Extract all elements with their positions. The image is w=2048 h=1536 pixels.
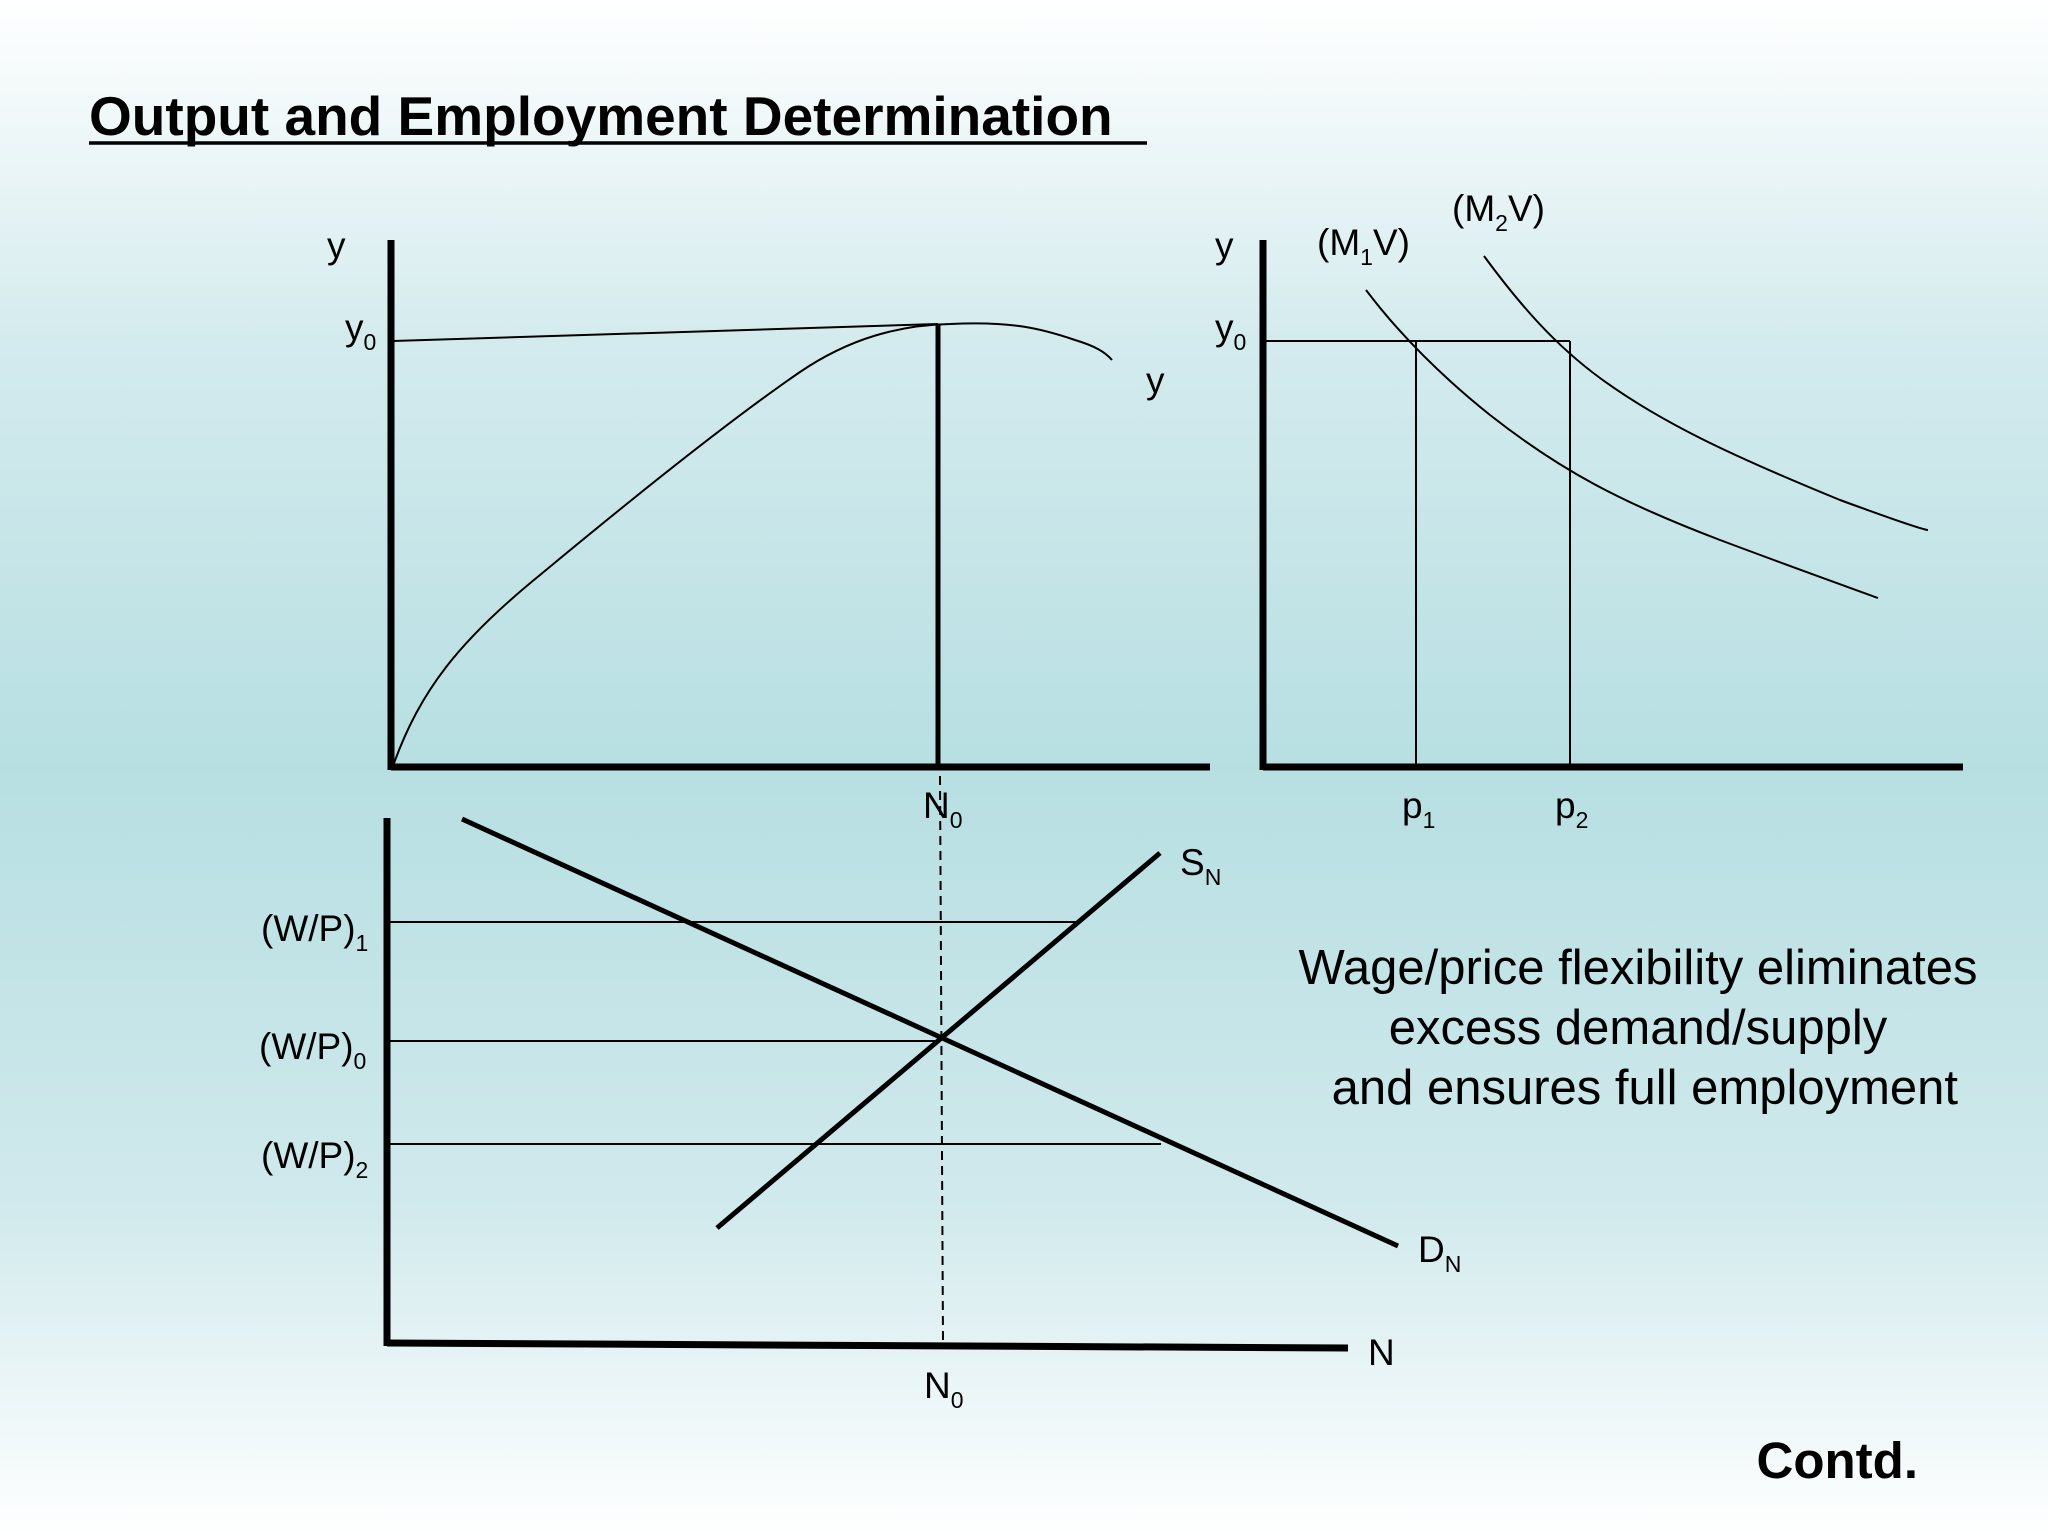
m1v-curve xyxy=(1365,289,1879,599)
money-panel: y y0 (M1V) (M2V) p1 p2 xyxy=(1215,188,1963,833)
production-function-curve xyxy=(392,322,1113,767)
contd-label: Contd. xyxy=(1757,1432,1918,1489)
y0-level-line xyxy=(392,323,939,342)
labor-panel: (W/P)1 (W/P)0 (W/P)2 SN DN N N0 xyxy=(259,775,1461,1413)
caption: Wage/price flexibility eliminates excess… xyxy=(1299,941,1978,1115)
labor-n0-label: N0 xyxy=(924,1365,964,1413)
money-y-axis-label: y xyxy=(1215,225,1234,266)
caption-line-3: and ensures full employment xyxy=(1318,1061,1958,1115)
slide-title: Output and Employment Determination xyxy=(89,85,1113,147)
labor-demand-line xyxy=(460,816,1400,1249)
wp2-label: (W/P)2 xyxy=(261,1135,368,1183)
production-y-axis-label: y xyxy=(327,225,346,266)
m2v-curve xyxy=(1483,255,1929,531)
production-y0-label: y0 xyxy=(345,307,376,355)
m1v-label: (M1V) xyxy=(1317,222,1410,270)
m2v-label: (M2V) xyxy=(1452,188,1545,236)
production-panel: y y0 y N0 xyxy=(327,225,1210,833)
labor-x-axis-label: N xyxy=(1368,1332,1395,1373)
demand-label: DN xyxy=(1418,1229,1461,1277)
caption-line-2: excess demand/supply xyxy=(1389,1001,1888,1055)
money-y0-label: y0 xyxy=(1215,307,1246,355)
wp0-label: (W/P)0 xyxy=(259,1026,366,1074)
labor-supply-line xyxy=(715,851,1162,1230)
p1-label: p1 xyxy=(1402,785,1435,833)
supply-label: SN xyxy=(1180,842,1221,890)
production-n0-label: N0 xyxy=(923,785,963,833)
p2-label: p2 xyxy=(1555,785,1588,833)
n0-dashed-line xyxy=(939,775,944,1344)
labor-x-axis xyxy=(386,1339,1349,1352)
wp1-label: (W/P)1 xyxy=(261,908,368,956)
production-curve-label: y xyxy=(1146,360,1165,401)
caption-line-1: Wage/price flexibility eliminates xyxy=(1299,941,1978,995)
